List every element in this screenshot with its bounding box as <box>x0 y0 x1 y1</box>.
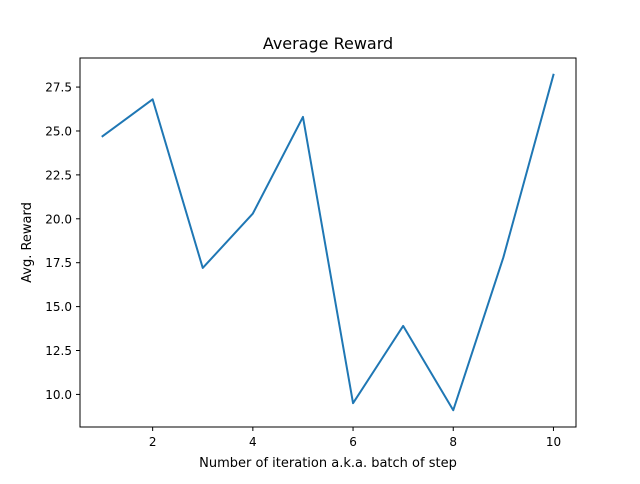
x-tick-label: 8 <box>449 435 457 449</box>
y-tick-label: 15.0 <box>45 300 72 314</box>
plot-area-frame <box>79 57 577 428</box>
series-layer <box>101 73 555 412</box>
y-tick-label: 20.0 <box>45 212 72 226</box>
chart-title: Average Reward <box>263 34 393 53</box>
series-line <box>101 73 555 412</box>
x-axis-ticks: 2 4 6 8 10 <box>149 427 561 449</box>
y-tick-label: 25.0 <box>45 124 72 138</box>
y-axis-ticks: 10.0 12.5 15.0 17.5 20.0 22.5 25.0 27.5 <box>45 81 80 402</box>
y-tick-label: 10.0 <box>45 388 72 402</box>
x-axis-label: Number of iteration a.k.a. batch of step <box>199 456 457 471</box>
x-tick-label: 2 <box>149 435 157 449</box>
x-tick-label: 10 <box>546 435 561 449</box>
y-tick-label: 27.5 <box>45 81 72 95</box>
x-tick-label: 6 <box>349 435 357 449</box>
y-axis-label: Avg. Reward <box>20 202 35 283</box>
y-tick-label: 12.5 <box>45 344 72 358</box>
x-tick-label: 4 <box>249 435 257 449</box>
y-tick-label: 22.5 <box>45 168 72 182</box>
y-tick-label: 17.5 <box>45 256 72 270</box>
